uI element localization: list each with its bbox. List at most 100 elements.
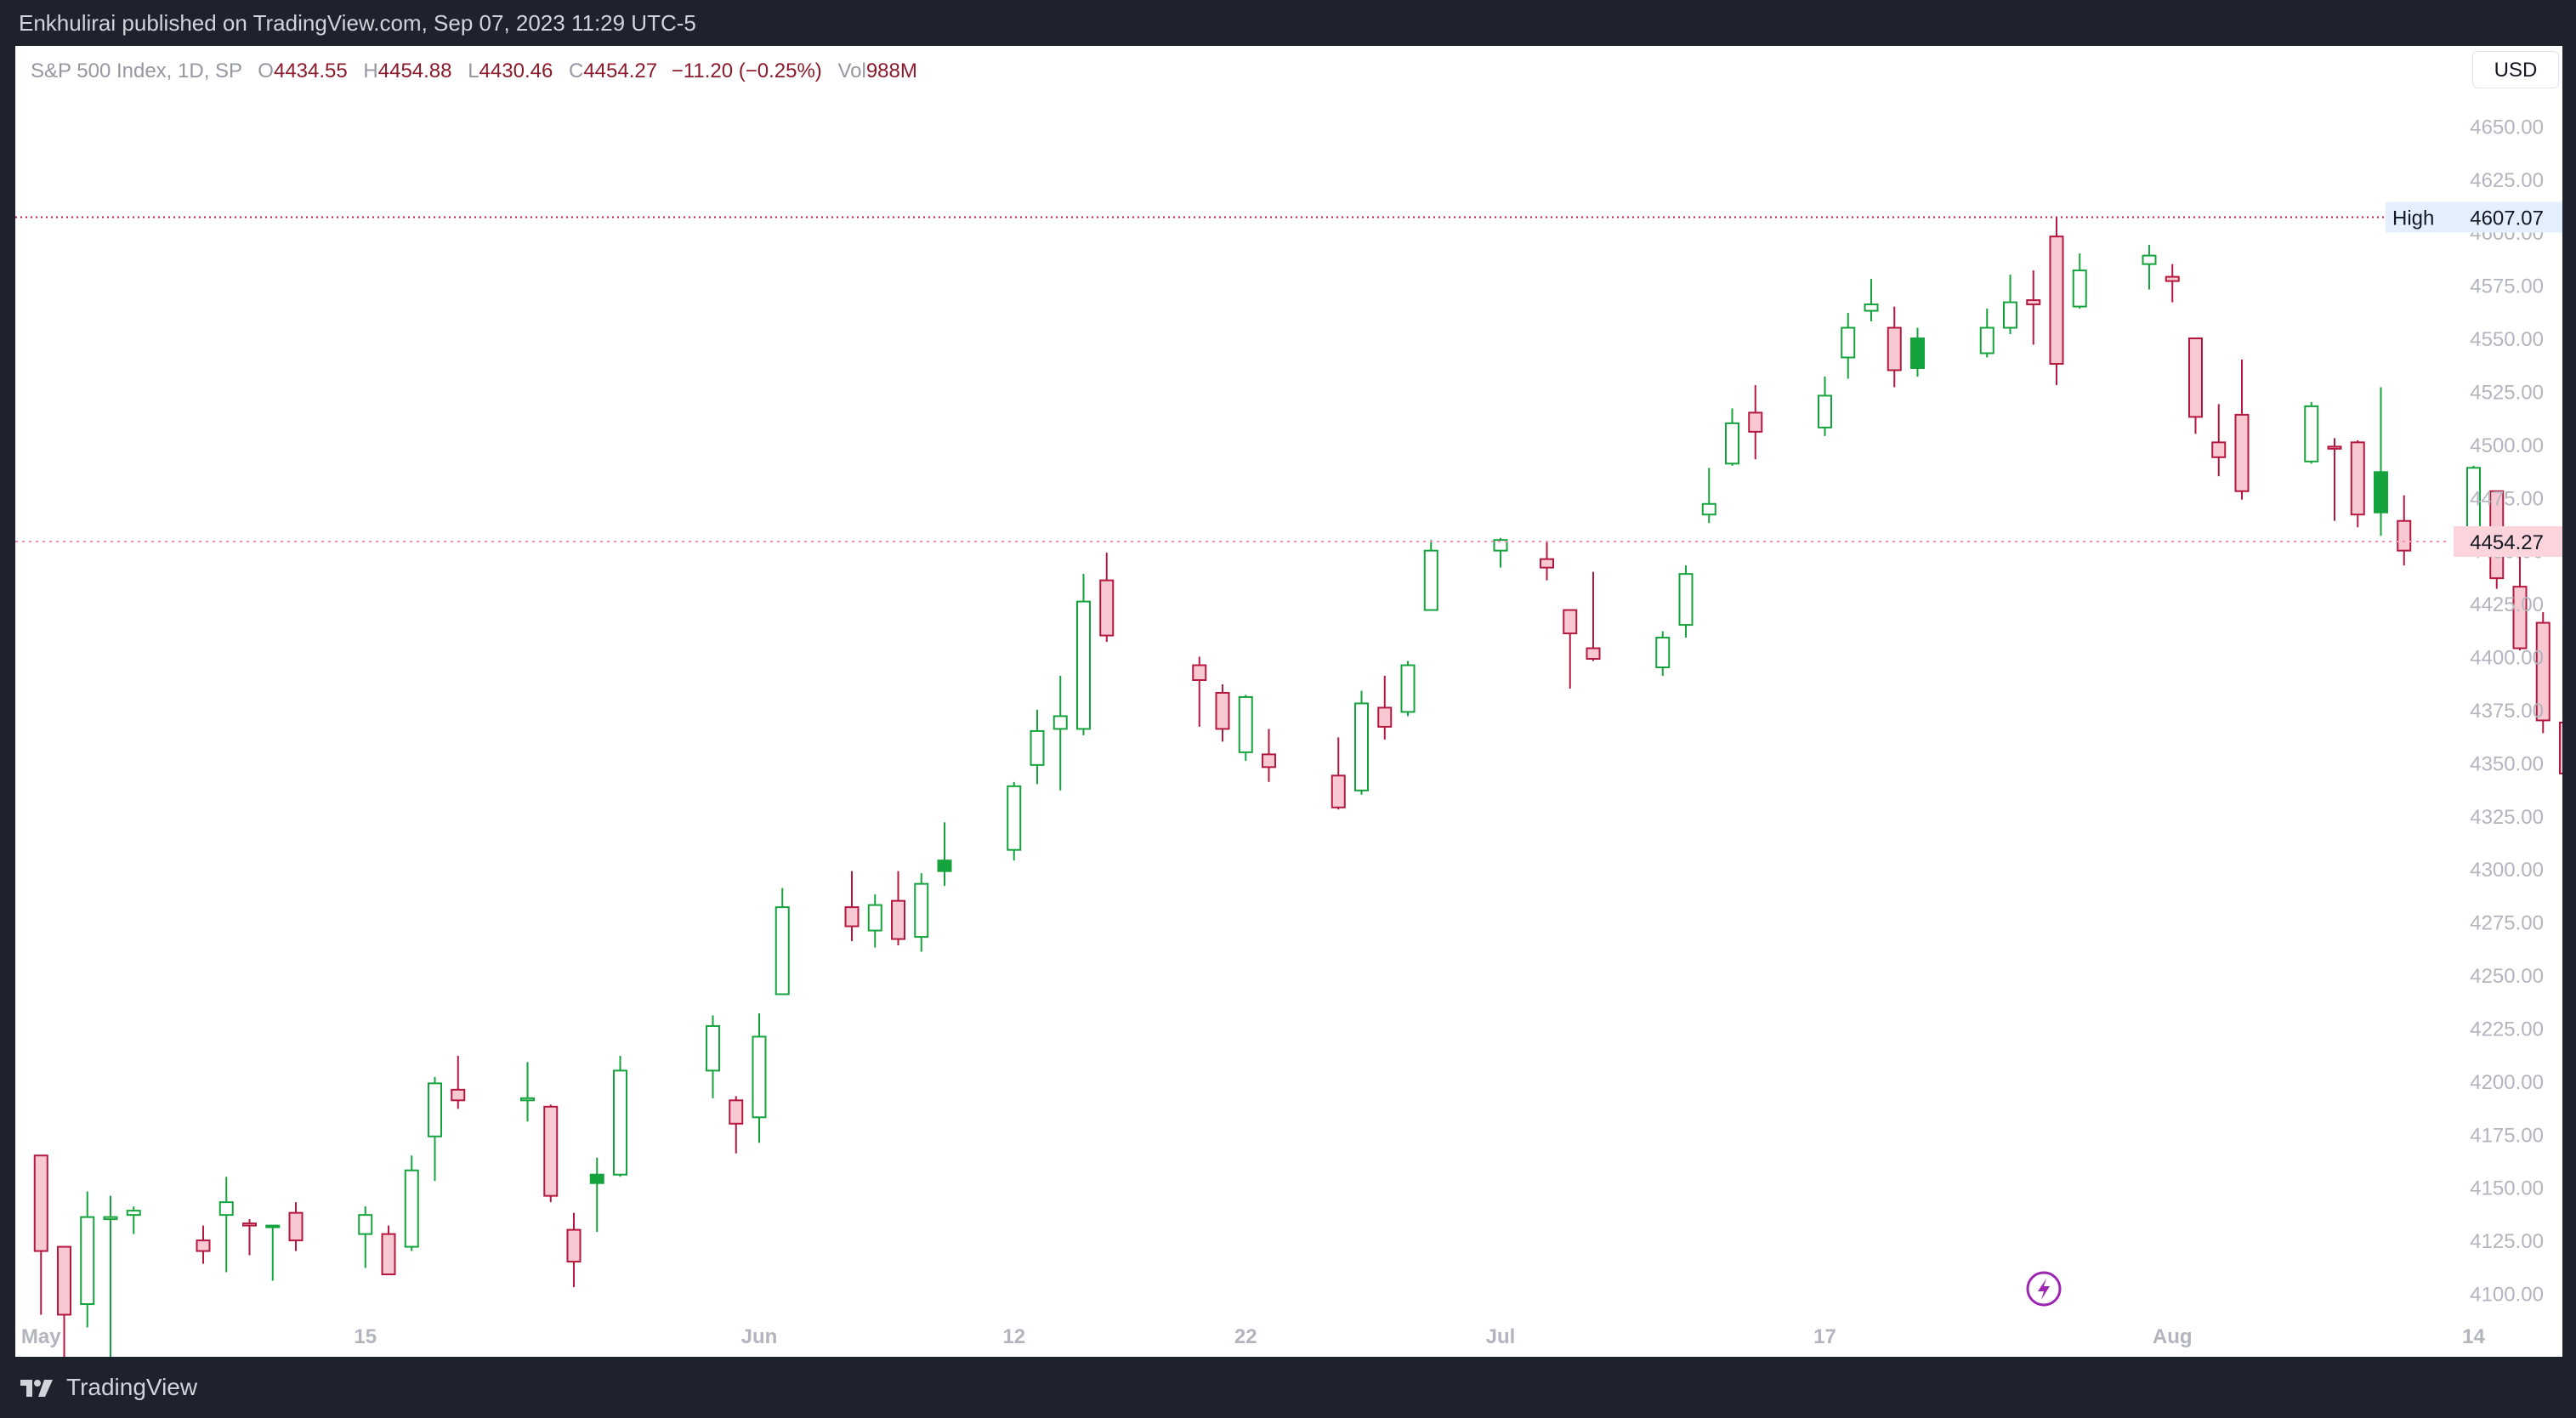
candle [2234, 359, 2250, 500]
chart-panel[interactable]: 4100.00 4125.00 4150.00 4175.00 4200.00 4225.… [15, 46, 2562, 1357]
candle-body [1586, 647, 1601, 661]
candle [2165, 264, 2180, 303]
currency-button[interactable]: USD [2472, 51, 2559, 88]
candle-body [2072, 269, 2087, 308]
candle-body [196, 1239, 211, 1252]
candle-body [288, 1211, 304, 1242]
candle-body [2350, 441, 2365, 516]
candle [1725, 408, 1739, 466]
candle [242, 1219, 257, 1256]
candle-body [2304, 405, 2319, 462]
candle-body [1864, 303, 1879, 312]
candle-body [265, 1224, 281, 1228]
candle-body [914, 882, 929, 939]
price-tick-label: 4550.00 [2470, 328, 2544, 351]
candle [1030, 709, 1045, 785]
candle-body [2397, 519, 2412, 552]
publish-header: Enkhulirai published on TradingView.com,… [0, 0, 2576, 46]
candle [2350, 440, 2365, 528]
candle [775, 888, 790, 995]
legend-symbol[interactable]: S&P 500 Index, 1D, SP [31, 60, 242, 82]
price-axis: 4100.00 4125.00 4150.00 4175.00 4200.00 4225.… [2386, 116, 2562, 1307]
price-tick-label: 4650.00 [2470, 116, 2544, 139]
candle [288, 1202, 304, 1251]
tradingview-logo-icon[interactable] [19, 1376, 56, 1398]
candle-body [33, 1154, 48, 1252]
candle [752, 1012, 767, 1143]
candle [914, 873, 929, 952]
legend-high-key: H [363, 60, 378, 82]
symbol-legend[interactable]: S&P 500 Index, 1D, SP O4434.55 H4454.88 … [31, 60, 917, 83]
candle-body [1678, 573, 1694, 627]
time-tick-label: May [21, 1325, 61, 1348]
legend-vol-key: Vol [837, 60, 866, 82]
time-tick-label: Jul [1486, 1325, 1516, 1348]
candle [1655, 631, 1671, 676]
candle-body [103, 1216, 118, 1221]
time-axis: May15Jun1222Jul17Aug1423Sep18Oct [21, 1325, 2486, 1348]
candle [1400, 661, 1416, 717]
candle [867, 894, 882, 948]
time-tick-label: 15 [354, 1325, 377, 1348]
candle-body [1655, 637, 1671, 669]
candle-body [844, 906, 860, 927]
price-tick-label: 4125.00 [2470, 1230, 2544, 1253]
candle-body [1099, 579, 1115, 637]
candle [2397, 495, 2412, 566]
candle [451, 1055, 466, 1109]
candle [1841, 313, 1856, 379]
legend-vol: 988M [865, 60, 917, 82]
candle-body [1030, 729, 1045, 766]
price-tick-label: 4475.00 [2470, 487, 2544, 510]
candle-body [1262, 753, 1276, 769]
candle [520, 1062, 535, 1122]
candle [1818, 376, 1832, 436]
publish-header-text: Enkhulirai published on TradingView.com,… [19, 10, 696, 36]
replay-lightning-icon[interactable] [2026, 1271, 2062, 1307]
candle-body [2188, 337, 2203, 418]
candle [1007, 781, 1022, 861]
candle-body [566, 1228, 582, 1263]
candle [613, 1055, 627, 1177]
candle [80, 1191, 95, 1328]
price-tick-label: 4400.00 [2470, 647, 2544, 670]
candle [404, 1155, 419, 1251]
candle [2049, 217, 2064, 385]
candle-body [2142, 254, 2157, 265]
high-marker-key: High [2392, 207, 2434, 230]
candle-body [1377, 706, 1393, 728]
last-price-value: 4454.27 [2470, 531, 2544, 554]
candle-body [1910, 337, 1925, 369]
price-tick-label: 4300.00 [2470, 859, 2544, 882]
candle-body [1563, 609, 1578, 635]
candle-body [404, 1169, 419, 1248]
candle [1979, 309, 1994, 358]
candle-body [2003, 301, 2017, 329]
candle [428, 1076, 442, 1182]
candle-body [2559, 721, 2562, 774]
legend-low-key: L [468, 60, 479, 82]
candle [891, 871, 905, 946]
currency-label: USD [2494, 59, 2538, 82]
candle [103, 1195, 118, 1357]
candle-body [2049, 235, 2064, 365]
time-tick-label: 17 [1813, 1325, 1836, 1348]
candle-body [1818, 394, 1832, 428]
candle [1262, 729, 1276, 782]
footer-brand[interactable]: TradingView [66, 1374, 198, 1400]
candle-body [729, 1099, 744, 1125]
candle [1053, 675, 1068, 791]
legend-low: 4430.46 [479, 60, 553, 82]
candle-body [1053, 715, 1068, 730]
candle-body [1887, 326, 1902, 372]
candlestick-chart[interactable]: 4100.00 4125.00 4150.00 4175.00 4200.00 4225.… [15, 46, 2562, 1357]
candle-body [1841, 326, 1856, 359]
candle-body [2512, 586, 2528, 649]
candle-body [706, 1024, 720, 1072]
candle-body [543, 1105, 559, 1197]
candle [937, 822, 952, 887]
candle-body [2165, 275, 2180, 282]
candle-body [1215, 691, 1230, 730]
legend-close: 4454.27 [583, 60, 658, 82]
candle [589, 1157, 604, 1233]
